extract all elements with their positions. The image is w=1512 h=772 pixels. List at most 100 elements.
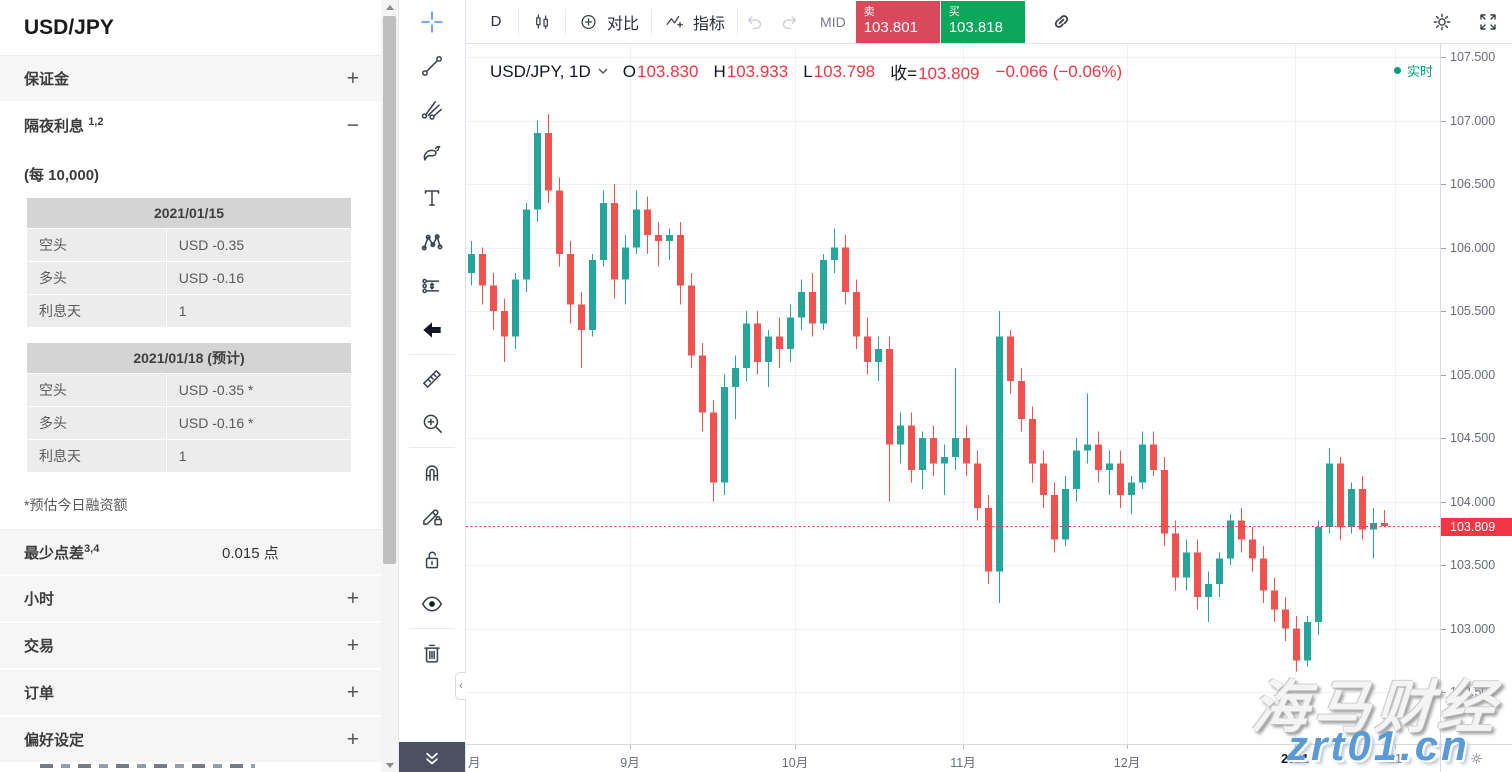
section-trading[interactable]: 交易 + xyxy=(0,623,381,670)
fullscreen-icon[interactable] xyxy=(1476,10,1500,34)
footnote-ref: 3,4 xyxy=(84,542,100,555)
high-value: 103.933 xyxy=(726,61,789,81)
close-value: 103.809 xyxy=(918,64,980,83)
chart-toolbar: D 对比 指标 MID 卖 103.801 买 103.818 xyxy=(466,0,1512,44)
tool-fib-fan[interactable] xyxy=(399,88,465,132)
time-axis-label: 月 xyxy=(468,756,481,770)
tool-magnet[interactable] xyxy=(399,450,465,494)
low-value: 103.798 xyxy=(813,61,876,81)
table-row: 多头 USD -0.16 xyxy=(26,261,353,295)
section-overnight-header[interactable]: 隔夜利息 1,2 − xyxy=(0,103,381,150)
link-order-button[interactable] xyxy=(1038,3,1085,41)
ruler-icon xyxy=(419,366,445,392)
table-row: 多头 USD -0.16 * xyxy=(26,406,353,440)
symbol-menu[interactable]: USD/JPY, 1D xyxy=(490,62,608,82)
buy-price: 103.818 xyxy=(948,19,1003,36)
scrollbar-thumb[interactable] xyxy=(383,16,396,564)
tool-crosshair[interactable] xyxy=(399,0,465,44)
interval-button[interactable]: D xyxy=(490,13,502,30)
collapse-drawing-toolbar-button[interactable] xyxy=(399,742,465,772)
chevron-down-icon xyxy=(598,68,608,74)
chart-type-button[interactable] xyxy=(519,3,565,41)
realtime-dot-icon xyxy=(1394,67,1401,74)
text-icon xyxy=(419,185,445,211)
current-price-label[interactable]: 103.809 xyxy=(1441,517,1512,536)
redo-icon xyxy=(778,11,800,33)
tool-hide-all[interactable] xyxy=(399,582,465,626)
settings-gear-icon[interactable] xyxy=(1430,10,1454,34)
fib-fan-icon xyxy=(419,97,445,123)
compare-button[interactable]: 对比 xyxy=(566,3,651,41)
sell-button[interactable]: 卖 103.801 xyxy=(855,0,940,43)
section-hours[interactable]: 小时 + xyxy=(0,576,381,623)
toolbar-collapse-handle[interactable]: ‹ xyxy=(455,672,466,700)
price-axis[interactable]: 103.809 107.500 107.000 106.500 106.000 105.… xyxy=(1440,44,1512,744)
price-axis-label: 105.000 xyxy=(1450,368,1496,382)
compare-label: 对比 xyxy=(607,15,640,33)
buy-button[interactable]: 买 103.818 xyxy=(940,0,1025,43)
zoom-in-icon xyxy=(419,410,445,436)
lock-all-icon xyxy=(419,547,445,573)
tool-trend-line[interactable] xyxy=(399,44,465,88)
collapse-icon[interactable]: − xyxy=(346,113,359,137)
table-row: 利息天 1 xyxy=(26,294,353,328)
indicators-button[interactable]: 指标 xyxy=(652,3,737,41)
expand-icon[interactable]: + xyxy=(346,66,359,90)
tool-arrow-marker[interactable] xyxy=(399,308,465,352)
magnet-icon xyxy=(419,459,445,485)
scroll-up-arrow[interactable] xyxy=(381,0,398,14)
open-value: 103.830 xyxy=(637,61,699,81)
remove-all-icon xyxy=(419,640,445,666)
compare-icon xyxy=(578,11,600,33)
tool-remove-all[interactable] xyxy=(399,631,465,675)
section-orders[interactable]: 订单 + xyxy=(0,670,381,717)
axis-settings-corner[interactable] xyxy=(1440,744,1512,772)
tool-brush[interactable] xyxy=(399,132,465,176)
undo-button[interactable] xyxy=(738,3,772,41)
price-axis-label: 103.000 xyxy=(1450,622,1496,636)
arrow-marker-icon xyxy=(419,317,445,343)
price-axis-label: 105.500 xyxy=(1450,304,1496,318)
tool-ruler[interactable] xyxy=(399,357,465,401)
link-icon xyxy=(1050,10,1073,33)
sidebar-scrollbar[interactable] xyxy=(381,0,398,772)
crosshair-icon xyxy=(419,9,445,35)
expand-icon[interactable]: + xyxy=(346,633,359,657)
drawing-lock-icon xyxy=(419,503,445,529)
symbol-title: USD/JPY xyxy=(0,0,381,56)
instrument-sidebar: USD/JPY 保证金 + 隔夜利息 1,2 − (每 10,000) 2021… xyxy=(0,0,398,772)
section-preferences[interactable]: 偏好设定 + xyxy=(0,717,381,764)
section-overnight-body: (每 10,000) 2021/01/15 空头 USD -0.35 多头 USD -0… xyxy=(0,150,381,529)
brush-icon xyxy=(419,141,445,167)
tool-text[interactable] xyxy=(399,176,465,220)
time-axis-label: 9月 xyxy=(620,756,640,770)
expand-icon[interactable]: + xyxy=(346,680,359,704)
overnight-footnote: *预估今日融资额 xyxy=(24,497,128,513)
tool-drawing-lock[interactable] xyxy=(399,494,465,538)
candlestick-chart[interactable] xyxy=(466,44,1440,744)
price-axis-label: 107.500 xyxy=(1450,50,1496,64)
axis-gear-icon[interactable] xyxy=(1469,751,1484,766)
spread-label: 最少点差3,4 xyxy=(24,542,100,562)
xabcd-pattern-icon xyxy=(419,229,445,255)
price-axis-label: 104.500 xyxy=(1450,431,1496,445)
redo-button[interactable] xyxy=(772,3,806,41)
tool-lock-all[interactable] xyxy=(399,538,465,582)
overnight-unit-label: (每 10,000) xyxy=(24,167,100,184)
time-axis[interactable]: 月 9月 10月 11月 12月 2021 21 xyxy=(466,744,1440,772)
symbol-interval-label: USD/JPY, 1D xyxy=(490,61,591,81)
section-spread: 最少点差3,4 0.015 点 xyxy=(0,529,381,576)
price-axis-label: 102.500 xyxy=(1450,685,1496,699)
price-axis-label: 106.500 xyxy=(1450,177,1496,191)
time-axis-label: 11月 xyxy=(950,756,976,770)
spread-value: 0.015 点 xyxy=(222,544,279,562)
tool-xabcd-pattern[interactable] xyxy=(399,220,465,264)
table-date-header: 2021/01/18 (预计) xyxy=(26,342,352,374)
section-margin[interactable]: 保证金 + xyxy=(0,56,381,103)
expand-icon[interactable]: + xyxy=(346,586,359,610)
clipped-footnote-text xyxy=(40,764,255,768)
tool-long-position[interactable] xyxy=(399,264,465,308)
scroll-down-arrow[interactable] xyxy=(381,758,398,772)
expand-icon[interactable]: + xyxy=(346,727,359,751)
tool-zoom-in[interactable] xyxy=(399,401,465,445)
